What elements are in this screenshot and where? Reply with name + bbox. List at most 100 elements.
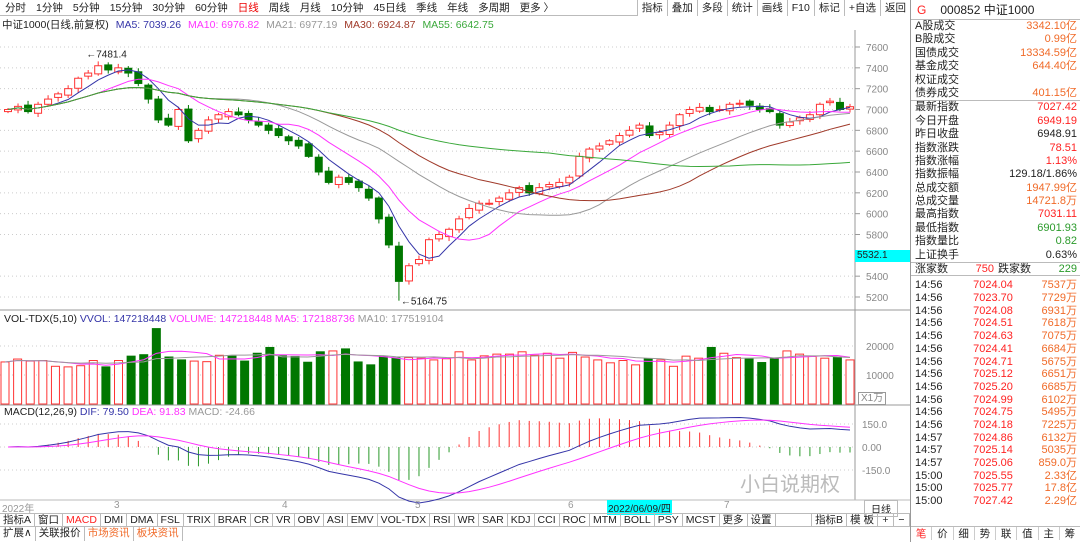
tick-time: 14:56 bbox=[915, 317, 943, 330]
indicator-tab[interactable]: VOL-TDX bbox=[378, 514, 431, 526]
panel-tabs: 笔价细势联值主筹 bbox=[911, 526, 1080, 540]
candle bbox=[825, 100, 834, 104]
indicator-tab[interactable]: BRAR bbox=[215, 514, 251, 526]
candle bbox=[835, 101, 844, 110]
tool-button[interactable]: 指标 bbox=[636, 0, 667, 16]
panel-tab[interactable]: 值 bbox=[1017, 527, 1039, 540]
candle bbox=[475, 202, 484, 211]
period-tab[interactable]: 季线 bbox=[416, 2, 438, 14]
indicator-tab[interactable]: KDJ bbox=[508, 514, 535, 526]
bottom-tab[interactable]: 扩展∧ bbox=[0, 527, 36, 541]
bottom-tab[interactable]: 市场资讯 bbox=[85, 527, 134, 541]
tool-button[interactable]: 画线 bbox=[756, 0, 787, 16]
indicator-right-button[interactable]: 指标B bbox=[812, 514, 848, 526]
indicator-tab[interactable]: 指标A bbox=[0, 514, 36, 526]
panel-tab[interactable]: 价 bbox=[932, 527, 954, 540]
indicator-tab[interactable]: MCST bbox=[683, 514, 720, 526]
tool-button[interactable]: 返回 bbox=[880, 0, 910, 16]
ma55-value: MA55: 6642.75 bbox=[422, 19, 494, 31]
volume-bar bbox=[580, 356, 590, 405]
kline-chart[interactable]: 7600 7400 7200 7000 6800 6600 6400 6200 6000 5800… bbox=[0, 30, 910, 513]
candle bbox=[425, 239, 433, 261]
indicator-right-button[interactable]: − bbox=[894, 514, 910, 526]
panel-tab[interactable]: 细 bbox=[954, 527, 975, 540]
tool-button[interactable]: 统计 bbox=[726, 0, 757, 16]
period-tab[interactable]: 10分钟 bbox=[330, 2, 364, 14]
up-label: 涨家数 bbox=[915, 263, 948, 276]
tick-row: 15:00 7025.55 2.33亿 bbox=[911, 470, 1080, 483]
indicator-right-button[interactable]: 模 板 bbox=[847, 514, 878, 526]
indicator-tab[interactable]: EMV bbox=[348, 514, 378, 526]
period-tab[interactable]: 更多 〉 bbox=[519, 2, 555, 14]
indicator-tab[interactable]: WR bbox=[455, 514, 480, 526]
period-tab[interactable]: 30分钟 bbox=[152, 2, 186, 14]
tool-button[interactable]: +自选 bbox=[843, 0, 880, 16]
period-tab[interactable]: 年线 bbox=[447, 2, 469, 14]
candle bbox=[84, 72, 93, 77]
period-tab[interactable]: 5分钟 bbox=[72, 2, 100, 14]
indicator-tab[interactable]: MTM bbox=[590, 514, 621, 526]
tick-price: 7024.99 bbox=[973, 393, 1013, 406]
indicator-tab[interactable]: CCI bbox=[535, 514, 560, 526]
indicator-right-button[interactable]: + bbox=[878, 514, 894, 526]
row-value: 1947.99亿 bbox=[1026, 181, 1077, 194]
indicator-tab[interactable]: FSL bbox=[158, 514, 184, 526]
panel-tab[interactable]: 筹 bbox=[1060, 527, 1080, 540]
volume-bar bbox=[25, 360, 35, 405]
panel-tab[interactable]: 联 bbox=[996, 527, 1018, 540]
indicator-tab[interactable]: BOLL bbox=[621, 514, 655, 526]
indicator-tab[interactable]: 设置 bbox=[748, 514, 776, 526]
tick-time: 14:56 bbox=[915, 292, 943, 305]
tool-button[interactable]: 标记 bbox=[813, 0, 844, 16]
down-count: 229 bbox=[1058, 263, 1077, 276]
candle bbox=[635, 124, 644, 129]
row-value: 7027.42 bbox=[1037, 101, 1077, 114]
indicator-tab[interactable]: DMA bbox=[127, 514, 158, 526]
period-tab[interactable]: 45日线 bbox=[373, 2, 407, 14]
period-tab[interactable]: 60分钟 bbox=[195, 2, 228, 14]
indicator-tab[interactable]: SAR bbox=[479, 514, 508, 526]
indicator-tab[interactable]: CR bbox=[251, 514, 274, 526]
tool-button[interactable]: F10 bbox=[786, 0, 814, 16]
period-tab[interactable]: 日线 bbox=[237, 2, 259, 14]
candle bbox=[284, 136, 293, 142]
candle bbox=[815, 103, 824, 116]
turnover-row: 基金成交 644.40亿 bbox=[911, 60, 1080, 73]
candle bbox=[735, 102, 744, 105]
period-tab[interactable]: 月线 bbox=[299, 2, 321, 14]
tick-list[interactable]: 14:56 7024.04 7537万 14:56 7023.70 7729万 14:56 7… bbox=[911, 275, 1080, 507]
candle bbox=[605, 140, 614, 145]
bottom-tab[interactable]: 关联报价 bbox=[36, 527, 85, 541]
tool-button[interactable]: 多段 bbox=[696, 0, 727, 16]
period-tab[interactable]: 分时 bbox=[5, 2, 26, 14]
volume-bar bbox=[366, 364, 376, 405]
indicator-tab[interactable]: DMI bbox=[101, 514, 128, 526]
turnover-row: 国债成交 13334.59亿 bbox=[911, 47, 1080, 60]
indicator-tab[interactable]: PSY bbox=[655, 514, 683, 526]
ma55-line bbox=[7, 86, 851, 168]
vol-tick-label: 10000 bbox=[866, 371, 894, 382]
tick-price: 7024.18 bbox=[973, 418, 1013, 431]
panel-tab[interactable]: 主 bbox=[1039, 527, 1060, 540]
indicator-tab[interactable]: ROC bbox=[560, 514, 590, 526]
price-tick-label: 6600 bbox=[866, 147, 889, 158]
indicator-tab[interactable]: 窗口 bbox=[35, 514, 64, 526]
indicator-tab[interactable]: ASI bbox=[324, 514, 348, 526]
row-label: 权证成交 bbox=[915, 73, 959, 86]
tool-button[interactable]: 叠加 bbox=[666, 0, 697, 16]
indicator-tab[interactable]: 更多 bbox=[720, 514, 748, 526]
indicator-tab[interactable]: VR bbox=[273, 514, 295, 526]
period-tab[interactable]: 15分钟 bbox=[109, 2, 143, 14]
panel-tab[interactable]: 势 bbox=[975, 527, 996, 540]
period-tab[interactable]: 多周期 bbox=[478, 2, 510, 14]
bottom-tab[interactable]: 板块资讯 bbox=[134, 527, 183, 541]
indicator-tab[interactable]: RSI bbox=[430, 514, 455, 526]
advance-decline: 涨家数 750 跌家数 229 bbox=[911, 262, 1080, 275]
panel-tab[interactable]: 笔 bbox=[911, 527, 933, 540]
indicator-tab[interactable]: OBV bbox=[295, 514, 324, 526]
period-tab[interactable]: 1分钟 bbox=[36, 2, 63, 14]
indicator-tab[interactable]: TRIX bbox=[184, 514, 215, 526]
indicator-tab[interactable]: MACD bbox=[63, 514, 101, 526]
month-label: 3 bbox=[114, 500, 120, 511]
period-tab[interactable]: 周线 bbox=[268, 2, 290, 14]
